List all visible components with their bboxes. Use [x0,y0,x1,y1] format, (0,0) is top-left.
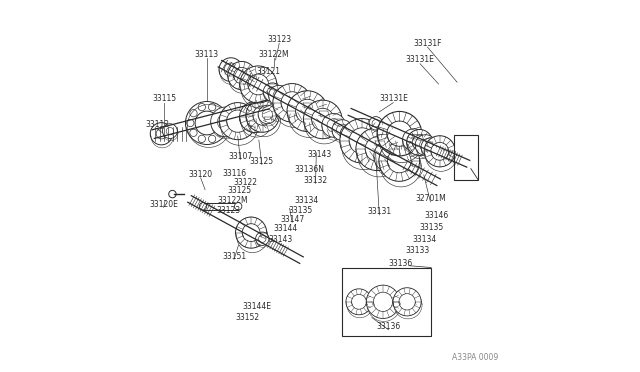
Circle shape [374,140,407,173]
Bar [454,135,478,180]
Text: 33144: 33144 [274,224,298,233]
Text: 33122M: 33122M [259,50,289,59]
Circle shape [340,119,384,163]
Text: 33151: 33151 [222,252,246,261]
Text: 33123: 33123 [267,35,291,44]
Circle shape [150,123,173,145]
Text: 33152: 33152 [236,313,260,322]
Circle shape [199,203,207,210]
Text: 33122M: 33122M [217,196,248,205]
Circle shape [379,141,420,181]
Text: 33131E: 33131E [406,55,435,64]
Circle shape [217,129,224,137]
Text: 33132: 33132 [303,176,328,185]
Text: 33120E: 33120E [149,200,178,209]
Text: 33107: 33107 [228,152,252,161]
Circle shape [163,124,177,138]
Circle shape [187,119,194,126]
Circle shape [228,61,256,90]
Circle shape [332,120,353,141]
Circle shape [198,135,205,142]
Text: 33134: 33134 [294,196,319,205]
Circle shape [239,102,271,133]
Circle shape [393,288,421,316]
Text: 33113: 33113 [195,50,219,59]
Circle shape [287,91,328,132]
Text: 33131E: 33131E [379,94,408,103]
Circle shape [366,285,400,318]
Circle shape [427,141,443,157]
Circle shape [421,138,440,156]
Circle shape [234,203,242,210]
Circle shape [198,103,205,111]
Text: 33131: 33131 [367,208,392,217]
Circle shape [403,129,425,151]
Circle shape [303,100,342,139]
Text: 33143: 33143 [268,235,292,244]
Circle shape [406,129,433,155]
Circle shape [209,103,216,111]
Text: 33112: 33112 [145,121,169,129]
Text: 33135: 33135 [419,223,444,232]
Circle shape [369,116,383,130]
Text: 33116: 33116 [222,169,246,177]
Text: 33125: 33125 [250,157,274,166]
Circle shape [356,128,399,171]
Circle shape [190,129,197,137]
Text: 33147: 33147 [280,215,305,224]
Circle shape [258,105,276,124]
Circle shape [269,85,289,106]
Circle shape [190,109,197,117]
Text: 33136: 33136 [376,322,401,331]
Text: 33144E: 33144E [243,302,271,311]
Text: 33120: 33120 [189,170,212,179]
Text: 33143: 33143 [308,150,332,159]
Circle shape [217,109,224,117]
Text: 33131F: 33131F [413,39,442,48]
Circle shape [239,110,256,127]
Text: 33136: 33136 [388,259,413,268]
Circle shape [169,190,176,198]
Circle shape [209,135,216,142]
Text: 33136N: 33136N [294,165,324,174]
Text: 33133: 33133 [405,246,429,255]
Bar [342,267,431,336]
Circle shape [322,113,346,137]
Text: 33121: 33121 [256,67,280,76]
Text: 33146: 33146 [424,211,449,220]
Text: 33123: 33123 [216,206,240,215]
Circle shape [220,119,227,126]
Text: 33125: 33125 [227,186,252,195]
Bar [203,203,238,210]
Circle shape [378,121,392,134]
Text: 33115: 33115 [152,94,177,103]
Text: A33PA 0009: A33PA 0009 [452,353,498,362]
Circle shape [186,102,228,144]
Circle shape [340,124,362,146]
Circle shape [219,103,256,140]
Circle shape [415,135,436,155]
Circle shape [219,58,243,81]
Circle shape [246,99,279,132]
Circle shape [424,136,455,167]
Circle shape [377,112,422,156]
Circle shape [239,66,276,103]
Text: 33135: 33135 [289,206,313,215]
Circle shape [255,232,269,246]
Circle shape [273,84,312,122]
Circle shape [346,289,372,315]
Text: 33134: 33134 [413,235,437,244]
Circle shape [211,107,240,137]
Text: 33122: 33122 [234,178,258,187]
Text: 32701M: 32701M [415,195,446,203]
Circle shape [236,217,267,248]
Circle shape [263,83,282,102]
